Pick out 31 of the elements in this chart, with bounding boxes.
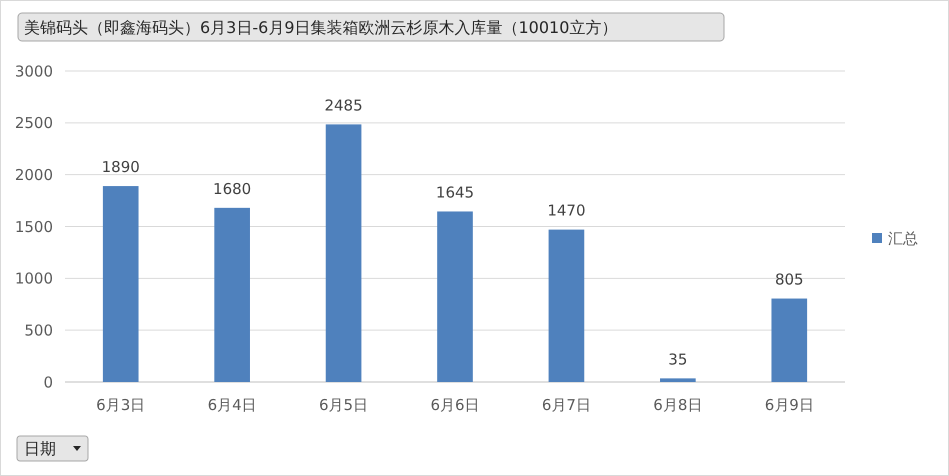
x-tick-label: 6月4日 (208, 396, 257, 414)
y-tick-label: 3000 (14, 62, 53, 80)
bar (437, 211, 473, 382)
x-tick-label: 6月9日 (764, 396, 814, 414)
x-tick-label: 6月5日 (319, 396, 368, 414)
y-tick-label: 2500 (14, 114, 53, 132)
bar (214, 208, 250, 382)
x-tick-label: 6月8日 (653, 396, 702, 414)
data-label: 1645 (436, 183, 474, 202)
bar (102, 186, 139, 382)
legend-label: 汇总 (888, 229, 918, 248)
x-tick-label: 6月7日 (542, 396, 591, 414)
bar (548, 230, 584, 382)
data-label: 35 (668, 350, 688, 368)
y-tick-label: 2000 (14, 166, 53, 184)
data-label: 1680 (213, 180, 252, 198)
y-tick-label: 1000 (14, 270, 53, 288)
bar (771, 298, 808, 382)
y-tick-label: 1500 (14, 218, 53, 236)
bar (326, 124, 362, 382)
y-tick-label: 0 (43, 373, 53, 392)
y-tick-label: 500 (24, 321, 53, 340)
text: 日期 (24, 439, 56, 458)
data-label: 1890 (102, 158, 140, 176)
data-label: 805 (774, 270, 804, 289)
x-tick-label: 6月3日 (96, 396, 146, 414)
chart-title: 美锦码头（即鑫海码头）6月3日-6月9日集装箱欧洲云杉原木入库量（10010立方） (24, 18, 618, 37)
data-label: 1470 (547, 202, 586, 220)
bar (660, 378, 696, 382)
x-tick-label: 6月6日 (430, 396, 480, 414)
data-label: 2485 (324, 96, 363, 114)
